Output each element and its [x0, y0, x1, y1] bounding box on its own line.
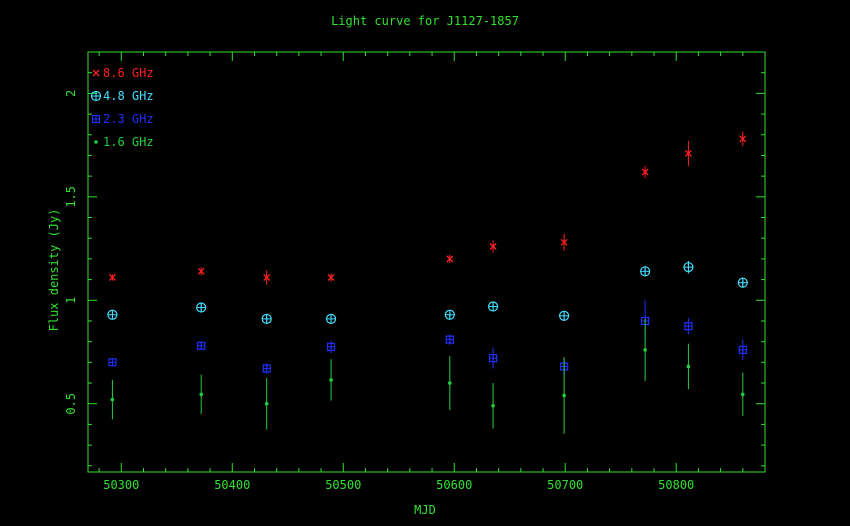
x-tick-label: 50700	[547, 478, 583, 492]
legend-label: 4.8 GHz	[103, 89, 154, 103]
legend-label: 8.6 GHz	[103, 66, 154, 80]
data-point	[741, 392, 745, 397]
legend-label: 1.6 GHz	[103, 135, 154, 149]
x-tick-label: 50600	[436, 478, 472, 492]
data-point	[199, 392, 204, 397]
data-point	[559, 310, 570, 321]
data-point	[108, 274, 116, 281]
data-point	[107, 309, 118, 320]
data-point	[686, 364, 691, 369]
data-point	[329, 378, 333, 382]
data-point	[197, 267, 205, 275]
legend-label: 2.3 GHz	[103, 112, 154, 126]
data-point	[489, 243, 497, 250]
data-point	[643, 348, 647, 352]
x-axis-label: MJD	[414, 503, 436, 517]
data-point	[491, 403, 495, 408]
data-point	[562, 393, 566, 398]
data-point	[684, 322, 693, 331]
data-point	[326, 342, 336, 351]
legend-marker	[94, 140, 98, 144]
data-point	[108, 358, 117, 367]
data-point	[738, 345, 747, 355]
x-tick-label: 50500	[325, 478, 361, 492]
series-8-6-ghz	[108, 131, 747, 285]
data-point	[196, 302, 207, 313]
x-tick-label: 50300	[103, 478, 139, 492]
plot-border	[87, 51, 766, 473]
series-layer	[107, 131, 748, 434]
data-point	[446, 255, 454, 263]
y-tick-label: 1	[64, 297, 78, 304]
data-point	[641, 168, 649, 176]
data-point	[327, 274, 335, 281]
data-point	[264, 401, 269, 406]
data-point	[487, 301, 499, 312]
legend-marker	[90, 90, 102, 102]
series-4-8-ghz	[107, 260, 748, 324]
x-axis: 50300 50400 50500 50600 50700 50800	[98, 52, 766, 492]
data-point	[737, 277, 748, 288]
x-tick-label: 50400	[214, 478, 250, 492]
y-tick-label: 1.5	[64, 186, 78, 208]
data-point	[197, 341, 206, 350]
y-axis: 0.5 1 1.5 2	[64, 51, 765, 467]
y-axis-label: Flux density (Jy)	[47, 209, 61, 332]
data-point	[560, 238, 568, 246]
y-tick-label: 2	[64, 90, 78, 97]
data-point	[261, 313, 272, 324]
data-point	[444, 309, 455, 320]
plot-frame	[87, 51, 766, 473]
data-point	[325, 313, 337, 324]
data-point	[262, 364, 271, 373]
y-tick-label: 0.5	[64, 393, 78, 415]
legend-marker	[92, 69, 100, 77]
data-point	[488, 354, 498, 363]
data-point	[739, 135, 747, 143]
legend: 8.6 GHz 4.8 GHz 2.3 GHz 1.6 GHz	[90, 66, 154, 149]
data-point	[448, 381, 452, 385]
data-point	[263, 274, 271, 281]
data-point	[683, 262, 694, 273]
chart-title: Light curve for J1127-1857	[331, 14, 519, 28]
x-tick-label: 50800	[658, 478, 694, 492]
legend-marker	[91, 114, 101, 124]
data-point	[640, 266, 651, 277]
data-point	[445, 335, 454, 344]
series-1-6-ghz	[110, 318, 745, 434]
data-point	[110, 397, 115, 402]
data-point	[684, 149, 692, 157]
